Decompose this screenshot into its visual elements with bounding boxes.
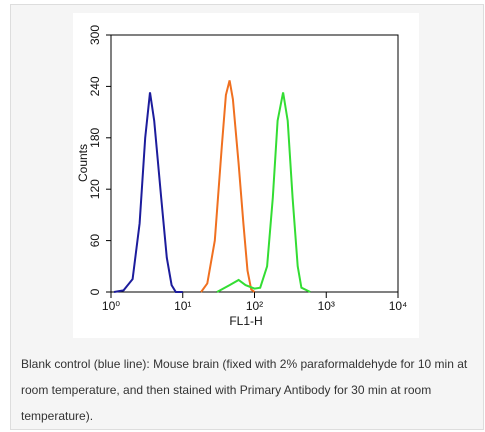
y-tick-label: 300 [88, 25, 102, 45]
x-tick-label: 10¹ [174, 299, 191, 313]
caption: Blank control (blue line): Mouse brain (… [21, 357, 468, 423]
x-axis-label: FL1-H [229, 314, 262, 328]
figure-panel: FL1-H Counts 0 60 120 180 240 300 10⁰ 10¹ 10² 10³… [10, 4, 484, 430]
histogram-line [113, 92, 183, 293]
y-tick-label: 180 [88, 127, 102, 147]
x-tick-label: 10⁴ [389, 299, 408, 313]
chart: FL1-H Counts 0 60 120 180 240 300 10⁰ 10¹ 10² 10³… [73, 13, 419, 338]
y-tick-label: 120 [88, 179, 102, 199]
x-tick-label: 10³ [318, 299, 335, 313]
chart-background [73, 13, 419, 338]
x-tick-label: 10² [246, 299, 263, 313]
y-tick-label: 60 [88, 234, 102, 248]
y-tick-label: 240 [88, 76, 102, 96]
y-axis-label: Counts [76, 144, 90, 182]
x-tick-label: 10⁰ [102, 299, 120, 313]
y-tick-label: 0 [88, 288, 102, 295]
histogram-line [216, 92, 311, 293]
histogram-line [200, 80, 256, 293]
